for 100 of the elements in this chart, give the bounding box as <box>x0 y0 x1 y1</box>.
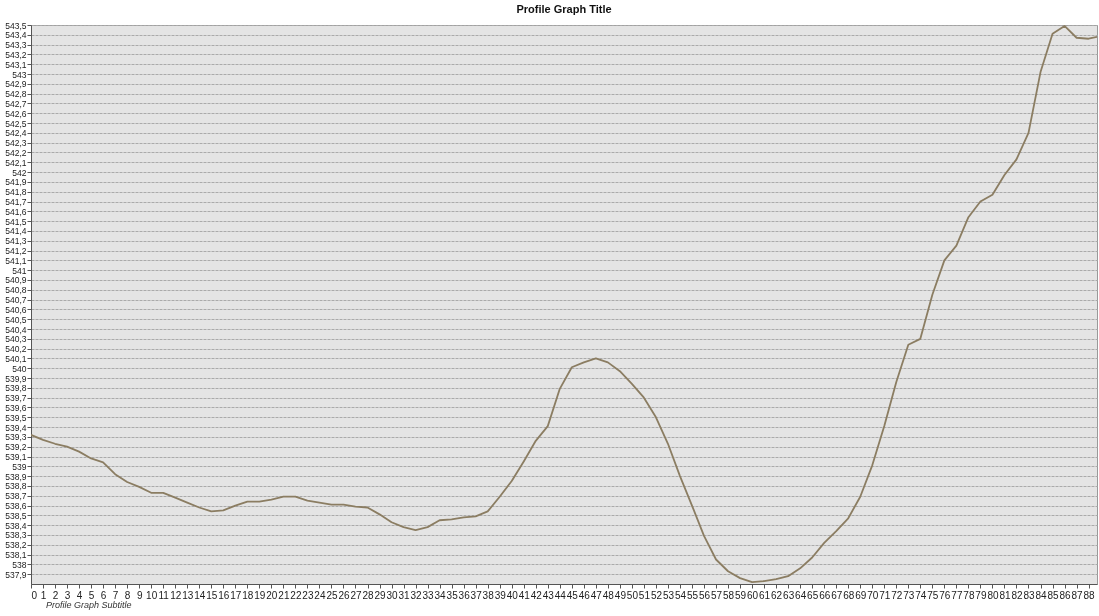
x-tick-label: 68 <box>843 589 855 601</box>
y-tick-label: 541,8 <box>5 187 27 198</box>
x-tick-label: 56 <box>698 589 711 601</box>
x-tick-label: 50 <box>626 589 639 601</box>
y-tick-label: 542,5 <box>5 118 27 129</box>
x-tick-label: 85 <box>1047 589 1060 601</box>
y-tick-label: 539,3 <box>5 432 27 443</box>
y-tick-label: 541,6 <box>5 206 27 217</box>
x-tick-label: 35 <box>446 589 459 601</box>
x-tick-label: 44 <box>554 589 567 601</box>
x-tick-label: 9 <box>136 589 143 601</box>
y-tick-label: 542,4 <box>5 128 27 139</box>
x-tick-label: 51 <box>638 589 651 601</box>
y-tick-label: 540,5 <box>5 314 27 325</box>
x-tick-label: 4 <box>76 589 83 601</box>
x-tick-label: 75 <box>927 589 939 601</box>
x-tick-label: 31 <box>398 589 411 601</box>
x-tick-label: 57 <box>710 589 723 601</box>
y-tick-label: 538,5 <box>5 510 27 521</box>
y-tick-label: 538,6 <box>5 501 27 512</box>
x-tick-label: 48 <box>602 589 615 601</box>
y-tick-label: 538 <box>12 559 27 570</box>
x-tick-label: 12 <box>170 589 182 601</box>
x-tick-label: 24 <box>314 589 326 601</box>
x-tick-label: 71 <box>879 589 891 601</box>
y-tick-label: 542,8 <box>5 89 27 100</box>
x-tick-label: 54 <box>674 589 687 601</box>
y-tick-label: 541,7 <box>5 197 27 208</box>
x-tick-label: 45 <box>566 589 579 601</box>
x-tick-label: 25 <box>326 589 338 601</box>
x-tick-label: 62 <box>771 589 783 601</box>
y-tick-label: 542 <box>12 167 27 178</box>
y-tick-label: 539,8 <box>5 383 27 394</box>
y-tick-label: 539,9 <box>5 373 27 384</box>
x-tick-label: 49 <box>614 589 627 601</box>
x-tick-label: 58 <box>722 589 735 601</box>
y-tick-label: 543,3 <box>5 40 27 51</box>
x-tick-label: 20 <box>266 589 278 601</box>
x-tick-label: 0 <box>31 589 38 601</box>
x-tick-label: 23 <box>302 589 314 601</box>
y-tick-label: 540,2 <box>5 344 27 355</box>
y-tick-label: 540,4 <box>5 324 27 335</box>
x-tick-label: 61 <box>759 589 771 601</box>
y-tick-label: 538,9 <box>5 471 27 482</box>
y-tick-label: 539,6 <box>5 402 27 413</box>
y-tick-label: 543,2 <box>5 49 27 60</box>
y-tick-label: 538,2 <box>5 540 27 551</box>
x-tick-label: 81 <box>999 589 1011 601</box>
x-tick-label: 36 <box>458 589 471 601</box>
y-tick-label: 539,7 <box>5 393 27 404</box>
y-tick-label: 538,1 <box>5 550 27 561</box>
x-tick-label: 22 <box>290 589 302 601</box>
y-tick-label: 542,3 <box>5 138 27 149</box>
x-tick-label: 2 <box>52 589 59 601</box>
x-tick-label: 34 <box>434 589 447 601</box>
y-tick-label: 537,9 <box>5 569 27 580</box>
y-tick-label: 542,1 <box>5 157 27 168</box>
y-tick-label: 541,3 <box>5 236 27 247</box>
y-tick-label: 543,1 <box>5 59 27 70</box>
x-tick-label: 74 <box>915 589 927 601</box>
x-tick-label: 59 <box>735 589 747 601</box>
x-tick-label: 29 <box>374 589 387 601</box>
x-tick-label: 69 <box>855 589 867 601</box>
x-tick-label: 60 <box>747 589 759 601</box>
x-tick-label: 17 <box>230 589 242 601</box>
x-tick-label: 79 <box>975 589 987 601</box>
y-tick-label: 540 <box>12 363 27 374</box>
x-tick-label: 28 <box>362 589 374 601</box>
x-tick-label: 39 <box>494 589 507 601</box>
x-tick-label: 10 <box>146 589 158 601</box>
x-tick-label: 72 <box>891 589 903 601</box>
x-tick-label: 3 <box>64 589 71 601</box>
x-tick-label: 46 <box>578 589 591 601</box>
x-tick-label: 1 <box>40 589 47 601</box>
x-tick-label: 52 <box>650 589 663 601</box>
y-tick-label: 540,6 <box>5 304 27 315</box>
x-tick-label: 41 <box>518 589 531 601</box>
x-tick-label: 87 <box>1071 589 1084 601</box>
x-tick-label: 32 <box>410 589 423 601</box>
y-tick-label: 538,3 <box>5 530 27 541</box>
x-tick-label: 18 <box>242 589 254 601</box>
y-tick-label: 540,8 <box>5 285 27 296</box>
y-tick-label: 540,7 <box>5 295 27 306</box>
x-tick-label: 38 <box>482 589 495 601</box>
y-tick-label: 540,3 <box>5 334 27 345</box>
x-tick-label: 15 <box>206 589 218 601</box>
y-tick-label: 539,4 <box>5 422 27 433</box>
x-tick-label: 30 <box>386 589 399 601</box>
x-tick-label: 47 <box>590 589 603 601</box>
x-tick-label: 86 <box>1059 589 1072 601</box>
x-tick-label: 37 <box>470 589 483 601</box>
x-tick-label: 7 <box>112 589 119 601</box>
x-tick-label: 33 <box>422 589 435 601</box>
y-tick-label: 541 <box>12 265 27 276</box>
x-tick-label: 73 <box>903 589 915 601</box>
x-tick-label: 67 <box>831 589 843 601</box>
y-tick-label: 542,9 <box>5 79 27 90</box>
x-tick-label: 5 <box>88 589 95 601</box>
y-tick-label: 541,4 <box>5 226 27 237</box>
y-tick-label: 542,7 <box>5 98 27 109</box>
